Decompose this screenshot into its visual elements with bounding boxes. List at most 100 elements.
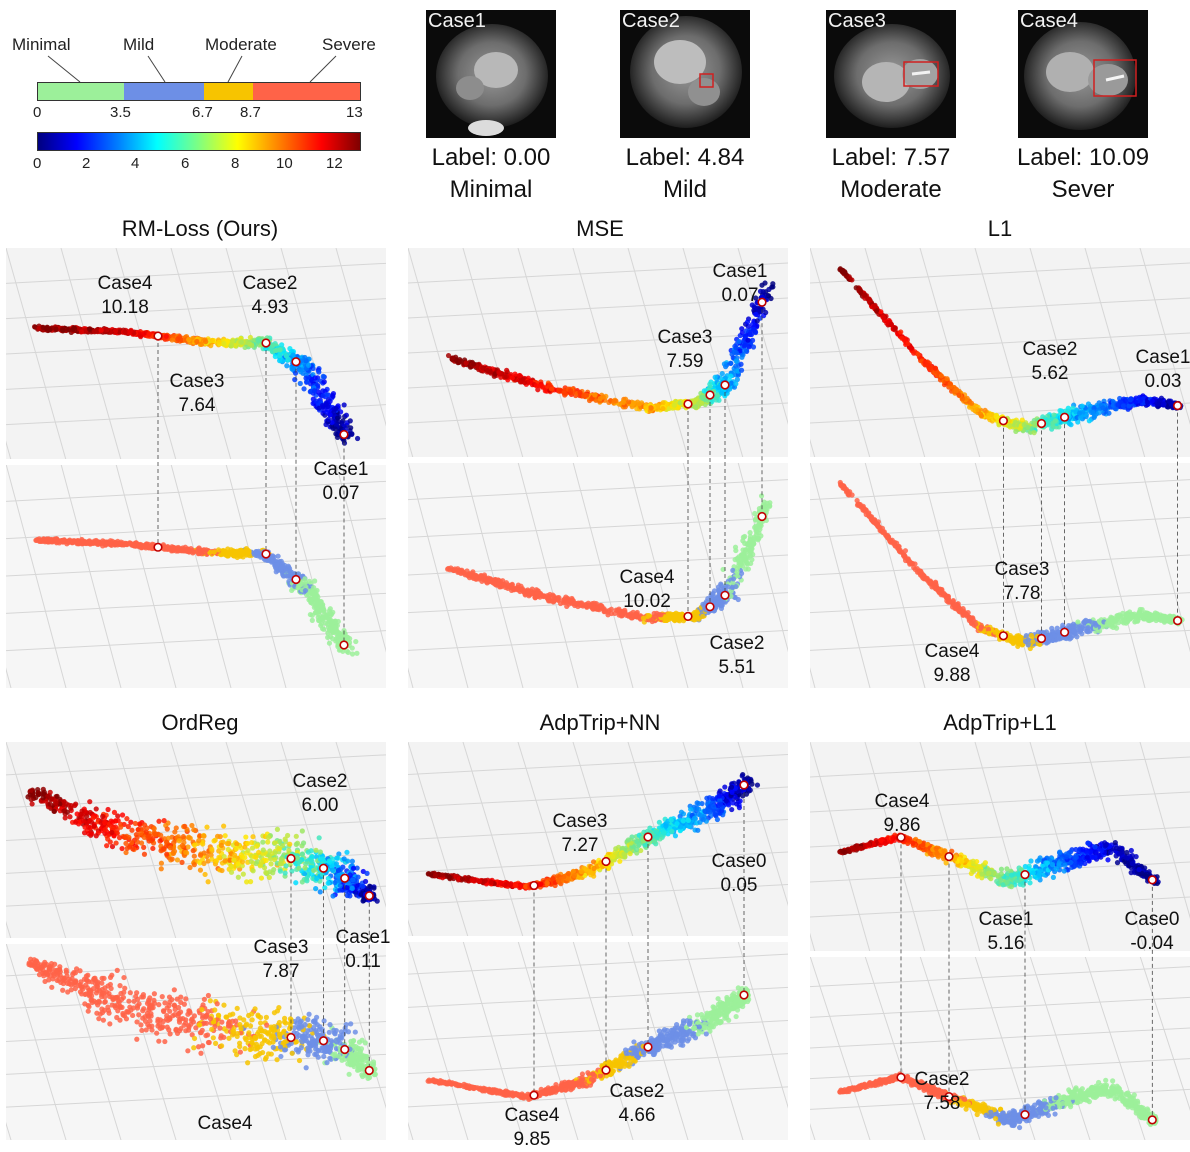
case4-caption: Label: 10.09 Sever [998, 142, 1168, 206]
ann-case-name: Case4 [80, 272, 170, 296]
panel-title-ordreg: OrdReg [40, 710, 360, 736]
case-name: Case1 [428, 10, 486, 33]
case-name: Case4 [1020, 10, 1078, 33]
category-tick-4: 13 [346, 104, 363, 121]
ann-case-name: Case4 [180, 1112, 270, 1136]
annotation-case0: Case0-0.04 [1107, 908, 1190, 956]
ann-case-name: Case4 [602, 566, 692, 590]
colormap-tick-0: 0 [33, 155, 41, 172]
ann-case-value: 7.58 [897, 1092, 987, 1116]
ann-case-name: Case3 [977, 558, 1067, 582]
ann-case-name: Case4 [857, 790, 947, 814]
case1-caption: Label: 0.00 Minimal [406, 142, 576, 206]
case-name: Case3 [828, 10, 886, 33]
ann-case-value: 7.78 [977, 582, 1067, 606]
ann-case-value: 7.59 [640, 350, 730, 374]
case-severity: Sever [998, 174, 1168, 206]
ann-case-value: 5.51 [692, 656, 782, 680]
ct-image-case3: Case3 [826, 10, 956, 138]
ann-case-name: Case2 [275, 770, 365, 794]
ann-case-name: Case4 [907, 640, 997, 664]
category-swatch-moderate [204, 83, 253, 100]
ann-case-value: 0.11 [318, 950, 408, 974]
category-swatch-severe [253, 83, 360, 100]
ann-case-name: Case2 [225, 272, 315, 296]
colormap-tick-12: 12 [326, 155, 343, 172]
ann-case-name: Case1 [961, 908, 1051, 932]
jet-colormap-bar [37, 132, 361, 151]
ann-case-value: 9.88 [907, 664, 997, 688]
ann-case-value: 4.66 [592, 1104, 682, 1128]
category-color-bar [37, 82, 361, 101]
ann-case-name: Case0 [694, 850, 784, 874]
case3-caption: Label: 7.57 Moderate [806, 142, 976, 206]
ct-image-case4: Case4 [1018, 10, 1148, 138]
legend-leader-lines [0, 52, 400, 84]
panel-title-l1: L1 [840, 216, 1160, 242]
panel-l1 [810, 248, 1190, 688]
case-name: Case2 [622, 10, 680, 33]
category-tick-0: 0 [33, 104, 41, 121]
ann-case-name: Case3 [236, 936, 326, 960]
category-swatch-minimal [38, 83, 124, 100]
category-tick-3: 8.7 [240, 104, 261, 121]
ann-case-value: 9.85 [487, 1128, 577, 1152]
ann-case-value: 7.27 [535, 834, 625, 858]
ann-case-name: Case2 [692, 632, 782, 656]
ann-case-value: 10.02 [602, 590, 692, 614]
ann-case-name: Case1 [695, 260, 785, 284]
case-label-value: Label: 0.00 [406, 142, 576, 174]
ann-case-value: 0.07 [695, 284, 785, 308]
ann-case-name: Case0 [1107, 908, 1190, 932]
ann-case-value: 0.07 [296, 482, 386, 506]
panel-title-adptrip-nn: AdpTrip+NN [440, 710, 760, 736]
case-severity: Minimal [406, 174, 576, 206]
colormap-tick-6: 6 [181, 155, 189, 172]
annotation-case4: Case4 [180, 1112, 270, 1136]
ann-case-value: 0.03 [1118, 370, 1190, 394]
colormap-tick-2: 2 [82, 155, 90, 172]
ann-case-name: Case3 [152, 370, 242, 394]
case-label-value: Label: 7.57 [806, 142, 976, 174]
ann-case-value: 7.87 [236, 960, 326, 984]
ann-case-value: 4.93 [225, 296, 315, 320]
ann-case-name: Case2 [897, 1068, 987, 1092]
panel-title-rm-loss: RM-Loss (Ours) [40, 216, 360, 242]
ann-case-name: Case1 [1118, 346, 1190, 370]
colormap-tick-10: 10 [276, 155, 293, 172]
case-label-value: Label: 10.09 [998, 142, 1168, 174]
ann-case-value: 7.64 [152, 394, 242, 418]
panel-mse [408, 248, 788, 688]
ann-case-name: Case3 [535, 810, 625, 834]
case-label-value: Label: 4.84 [600, 142, 770, 174]
colormap-tick-4: 4 [131, 155, 139, 172]
ann-case-name: Case1 [296, 458, 386, 482]
ann-case-name: Case2 [1005, 338, 1095, 362]
ann-case-name: Case2 [592, 1080, 682, 1104]
ann-case-value: 10.18 [80, 296, 170, 320]
ann-case-value: 0.05 [694, 874, 784, 898]
ann-case-value: 5.16 [961, 932, 1051, 956]
category-tick-2: 6.7 [192, 104, 213, 121]
ann-case-name: Case4 [487, 1104, 577, 1128]
ann-case-value: -0.04 [1107, 932, 1190, 956]
